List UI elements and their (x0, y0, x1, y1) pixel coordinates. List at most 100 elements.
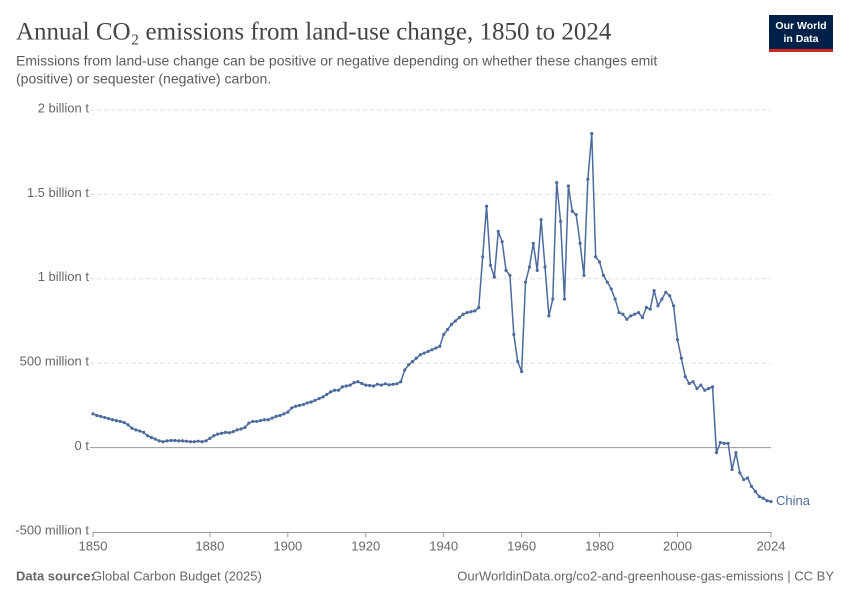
x-tick-label: 2000 (663, 538, 692, 553)
point (570, 209, 574, 213)
point (597, 260, 602, 264)
point (103, 415, 107, 420)
point (422, 351, 426, 355)
point (543, 265, 547, 269)
point (535, 268, 539, 272)
point (196, 439, 200, 443)
point (523, 280, 528, 284)
point (309, 400, 313, 404)
point (227, 431, 231, 435)
point (301, 402, 306, 407)
point (258, 418, 263, 423)
point (718, 440, 722, 445)
source-url[interactable]: OurWorldinData.org/co2-and-greenhouse-ga… (457, 568, 834, 583)
point (660, 297, 664, 301)
point (453, 319, 457, 323)
point (481, 255, 485, 259)
logo[interactable] (769, 15, 833, 51)
point (247, 421, 251, 425)
point (484, 204, 489, 208)
point (399, 380, 403, 384)
point (465, 310, 469, 315)
y-tick-label: -500 million t (15, 522, 89, 537)
point (344, 384, 348, 388)
point (223, 430, 228, 435)
point (671, 304, 676, 308)
source: Global Carbon Budget (2025) (92, 568, 262, 583)
y-tick-label: 1 billion t (38, 269, 90, 284)
point (278, 413, 282, 418)
point (352, 381, 356, 385)
point (738, 471, 742, 475)
x-tick-label: 1880 (195, 538, 224, 553)
point (621, 312, 625, 316)
point (282, 412, 286, 416)
point (691, 380, 695, 384)
point (722, 441, 726, 445)
point (212, 434, 216, 438)
point (520, 370, 524, 374)
point (539, 218, 543, 222)
point (418, 353, 422, 357)
logo-bar (769, 49, 833, 52)
point (270, 416, 274, 420)
point (99, 414, 103, 418)
point (305, 401, 309, 405)
point (290, 406, 294, 410)
point (742, 478, 746, 482)
x-tick-label: 1850 (79, 538, 108, 553)
point (407, 363, 411, 367)
point (145, 434, 150, 438)
point (329, 390, 333, 394)
point (387, 383, 391, 387)
point (336, 388, 341, 392)
point (426, 349, 430, 353)
point (508, 273, 512, 278)
point (586, 177, 590, 181)
point (348, 383, 352, 387)
point (91, 412, 95, 416)
point (492, 275, 496, 279)
point (613, 297, 617, 301)
y-tick-label: 500 million t (20, 354, 90, 369)
point (297, 403, 302, 407)
point (547, 314, 551, 318)
point (379, 383, 383, 387)
point (130, 426, 134, 430)
point (332, 388, 337, 392)
point (153, 437, 157, 441)
logo-text: in Data (783, 33, 818, 45)
point (753, 489, 758, 494)
subtitle: Emissions from land-use change can be po… (16, 53, 657, 69)
point (184, 439, 189, 443)
point (414, 356, 419, 360)
point (683, 375, 687, 379)
point (578, 241, 582, 245)
point (375, 382, 380, 386)
point (769, 500, 773, 504)
point (442, 332, 446, 337)
point (714, 451, 719, 455)
point (488, 263, 493, 267)
x-tick-label: 1980 (585, 538, 614, 553)
point (449, 322, 454, 326)
x-tick-label: 1960 (507, 538, 536, 553)
point (726, 441, 730, 445)
point (410, 359, 415, 364)
point (555, 180, 559, 185)
point (473, 309, 477, 313)
point (629, 314, 633, 318)
point (321, 395, 325, 399)
point (590, 132, 594, 136)
point (231, 429, 235, 434)
point (644, 305, 648, 310)
point (648, 307, 652, 311)
point (562, 297, 567, 301)
point (699, 383, 703, 387)
point (679, 356, 683, 360)
point (765, 499, 769, 503)
source-label: Data source: (16, 568, 95, 583)
point (695, 386, 699, 391)
point (652, 289, 656, 293)
x-tick-label: 1940 (429, 538, 458, 553)
